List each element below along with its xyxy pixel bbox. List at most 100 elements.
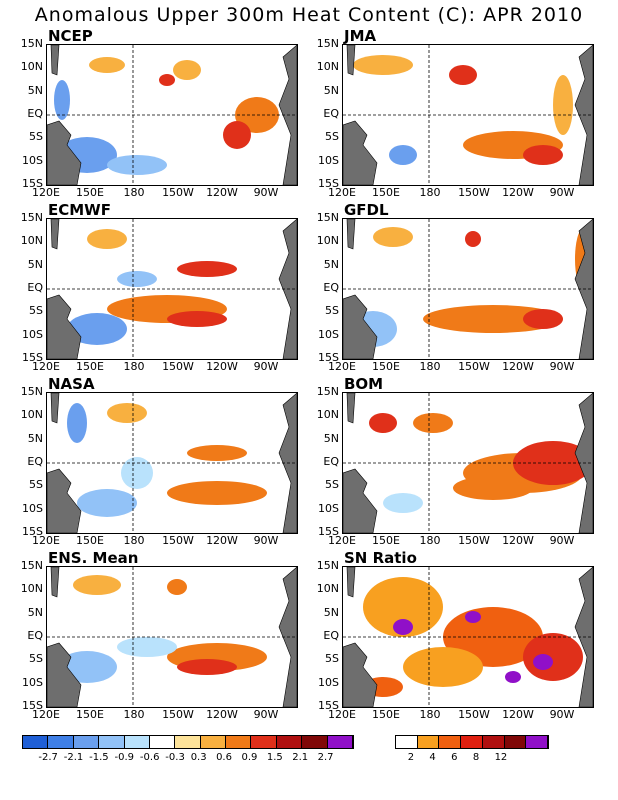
- lat-tick-label: 5S: [29, 652, 43, 666]
- field-contour-blob: [177, 261, 237, 277]
- map-panel-sn-ratio: [342, 566, 594, 708]
- lon-tick-label: 150W: [458, 186, 490, 199]
- lon-tick-label: 150W: [162, 534, 194, 547]
- lat-tick-label: 5S: [325, 652, 339, 666]
- field-contour-blob: [389, 145, 417, 165]
- lat-tick-label: 10S: [318, 675, 339, 689]
- panel-label: JMA: [344, 27, 377, 45]
- field-contour-blob: [465, 231, 481, 247]
- colorbar-swatch: [73, 736, 100, 748]
- lat-tick-label: 10N: [20, 60, 43, 74]
- land-mass-northwest: [50, 219, 60, 250]
- lat-tick-label: 5N: [323, 83, 339, 97]
- lat-tick-label: 15S: [22, 177, 43, 190]
- colorbar-label: -1.5: [89, 752, 109, 763]
- panel-label: ENS. Mean: [48, 549, 139, 567]
- land-mass-west: [47, 120, 82, 185]
- lat-tick-label: 10N: [20, 582, 43, 596]
- lat-tick-label: 15N: [316, 211, 339, 224]
- field-contour-blob: [121, 457, 153, 489]
- lon-tick-label: 150W: [162, 708, 194, 721]
- colorbar-swatch: [200, 736, 226, 748]
- lon-tick-label: 120E: [328, 186, 356, 199]
- colorbar-label: -2.1: [63, 752, 84, 763]
- field-contour-blob: [353, 55, 413, 75]
- lat-tick-label: 10N: [316, 582, 339, 596]
- colorbar-swatch: [276, 736, 303, 748]
- lon-tick-label: 120W: [502, 708, 534, 721]
- lon-tick-label: 90W: [549, 360, 575, 373]
- field-contour-blob: [77, 489, 137, 517]
- colorbar-label: 0.6: [216, 752, 232, 763]
- field-contour-blob: [87, 229, 127, 249]
- colorbar-label: 2.1: [292, 752, 309, 763]
- lat-tick-label: EQ: [323, 455, 339, 468]
- colorbar-swatch: [504, 736, 527, 748]
- colorbar-swatch: [23, 736, 49, 748]
- field-contour-blob: [533, 654, 553, 670]
- lat-tick-label: 10S: [318, 153, 339, 167]
- lon-tick-label: 150W: [458, 360, 490, 373]
- lat-tick-label: 5N: [323, 605, 339, 619]
- lon-tick-label: 120E: [328, 534, 356, 547]
- heat-content-field: [343, 219, 593, 359]
- colorbar-label-sn: 8: [472, 752, 480, 763]
- field-contour-blob: [177, 659, 237, 675]
- field-contour-blob: [67, 403, 87, 443]
- colorbar-swatch: [251, 736, 277, 748]
- lon-tick-label: 180: [123, 360, 145, 373]
- land-mass-west: [343, 294, 378, 359]
- panel-label: ECMWF: [48, 201, 111, 219]
- field-contour-blob: [167, 481, 267, 505]
- land-mass-west: [343, 468, 378, 533]
- lon-tick-label: 180: [123, 534, 145, 547]
- lon-tick-label: 150E: [372, 708, 400, 721]
- land-mass-west: [47, 468, 82, 533]
- lat-tick-label: 10N: [316, 234, 339, 248]
- heat-content-field: [47, 567, 297, 707]
- panel-label: GFDL: [344, 201, 389, 219]
- land-mass-northwest: [346, 393, 356, 424]
- colorbar-label: -0.6: [139, 752, 160, 763]
- land-mass-west: [343, 120, 378, 185]
- field-contour-blob: [465, 611, 481, 623]
- map-panel-ncep: [46, 44, 298, 186]
- page-title: Anomalous Upper 300m Heat Content (C): A…: [34, 4, 584, 26]
- colorbar-label: 0.3: [190, 752, 207, 763]
- lat-tick-label: 5S: [325, 478, 339, 492]
- colorbar-label: 0.9: [241, 752, 258, 763]
- map-panel-bom: [342, 392, 594, 534]
- lat-tick-label: 10S: [22, 153, 43, 167]
- lon-tick-label: 150E: [372, 534, 400, 547]
- lat-tick-label: EQ: [27, 107, 43, 120]
- field-contour-blob: [173, 60, 201, 80]
- lat-tick-label: EQ: [27, 629, 43, 642]
- panel-label: NCEP: [48, 27, 93, 45]
- field-contour-blob: [107, 155, 167, 175]
- lon-tick-label: 90W: [253, 708, 279, 721]
- land-mass-northwest: [50, 45, 60, 76]
- field-contour-blob: [117, 637, 177, 657]
- lat-tick-label: 10S: [22, 675, 43, 689]
- field-contour-blob: [523, 145, 563, 165]
- field-contour-blob: [449, 65, 477, 85]
- colorbar-swatch: [417, 736, 440, 748]
- lat-tick-label: 15N: [20, 211, 43, 224]
- field-contour-blob: [523, 633, 583, 681]
- lon-tick-label: 120W: [206, 534, 238, 547]
- lat-tick-label: 10N: [316, 60, 339, 74]
- lon-tick-label: 150E: [76, 186, 104, 199]
- lat-tick-label: EQ: [27, 455, 43, 468]
- heat-content-field: [343, 567, 593, 707]
- field-contour-blob: [223, 121, 251, 149]
- lon-tick-label: 180: [123, 708, 145, 721]
- lat-tick-label: 15S: [22, 525, 43, 538]
- field-contour-blob: [167, 579, 187, 595]
- lon-tick-label: 150E: [76, 360, 104, 373]
- colorbar-label-sn: 2: [407, 752, 415, 763]
- map-panel-jma: [342, 44, 594, 186]
- land-mass-northwest: [50, 393, 60, 424]
- field-contour-blob: [167, 311, 227, 327]
- colorbar-swatches: [22, 735, 354, 749]
- colorbar-label-sn: 6: [451, 752, 458, 763]
